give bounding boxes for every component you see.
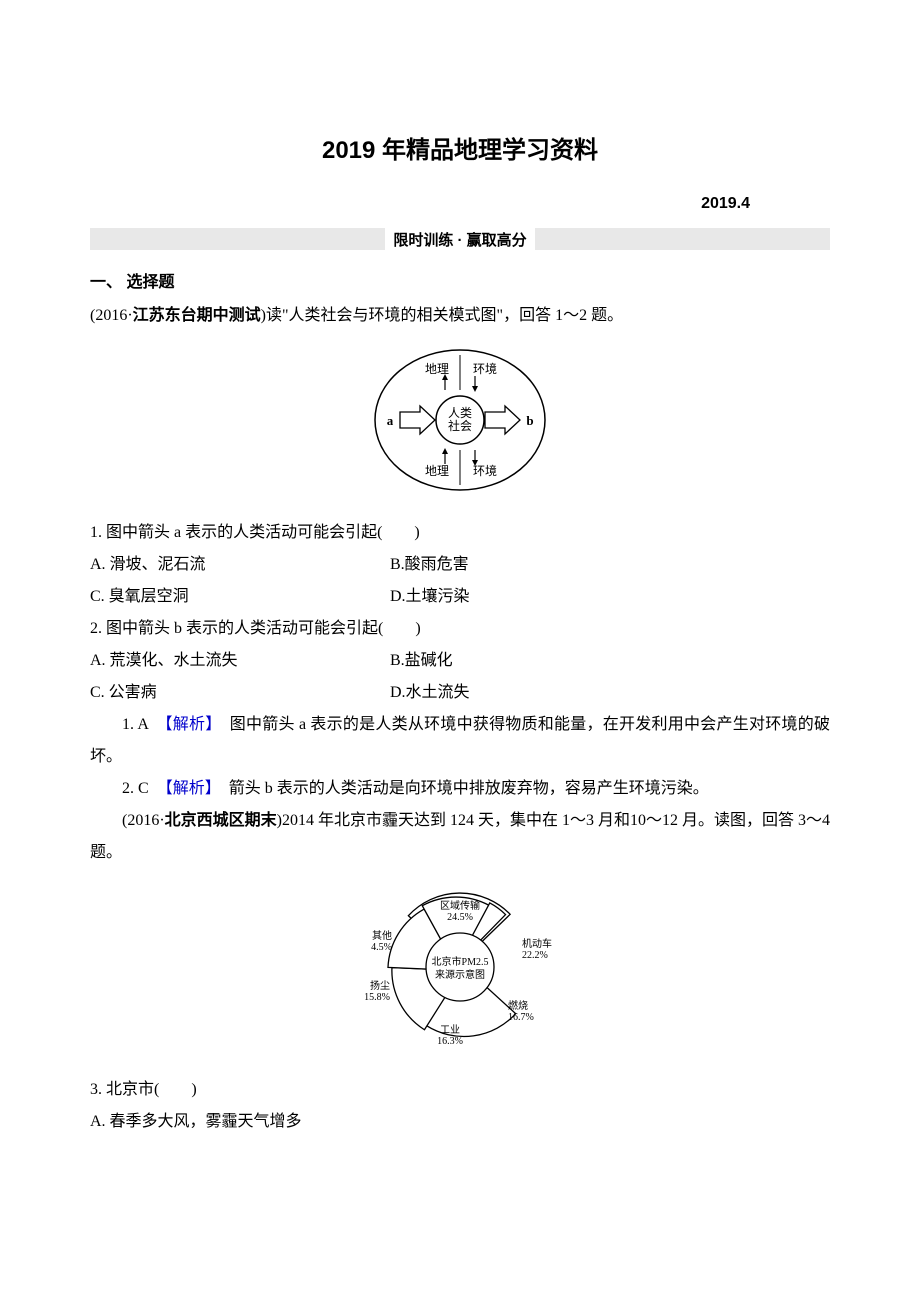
d1-bottom-right: 环境 — [473, 463, 497, 478]
q1-row1: A. 滑坡、泥石流 B.酸雨危害 — [90, 549, 830, 581]
d1-top-left: 地理 — [425, 362, 449, 376]
ans1-num: 1. A — [122, 716, 165, 733]
diagram-2: 北京市PM2.5 来源示意图 区域传输 24.5% 机动车 22.2% 燃烧 1… — [90, 877, 830, 1062]
q1-stem: 1. 图中箭头 a 表示的人类活动可能会引起( ) — [90, 517, 830, 549]
ans2-text: 箭头 b 表示的人类活动是向环境中排放废弃物，容易产生环境污染。 — [213, 780, 709, 797]
q1-optA: A. 滑坡、泥石流 — [90, 549, 390, 581]
human-environment-diagram: 人类 社会 a b 地理 环境 地理 环境 — [345, 340, 575, 500]
center-text2: 社会 — [448, 418, 472, 433]
label-b: b — [526, 413, 533, 428]
q3-stem: 3. 北京市( ) — [90, 1074, 830, 1106]
answer-2: 2. C 【解析】 箭头 b 表示的人类活动是向环境中排放废弃物，容易产生环境污… — [90, 773, 830, 805]
intro1-suffix: )读"人类社会与环境的相关模式图"，回答 1～2 题。 — [261, 307, 623, 324]
d2-s5-l: 其他 — [372, 929, 392, 942]
d2-s4-l: 扬尘 — [370, 979, 390, 992]
q1-optC: C. 臭氧层空洞 — [90, 581, 390, 613]
q1-row2: C. 臭氧层空洞 D.土壤污染 — [90, 581, 830, 613]
diagram-1: 人类 社会 a b 地理 环境 地理 环境 — [90, 340, 830, 505]
intro2-bold: 北京西城区期末 — [165, 812, 277, 829]
answer-1: 1. A 【解析】 图中箭头 a 表示的是人类从环境中获得物质和能量，在开发利用… — [90, 709, 830, 773]
q2-optA: A. 荒漠化、水土流失 — [90, 645, 390, 677]
q2-optC: C. 公害病 — [90, 677, 390, 709]
q2-optB: B.盐碱化 — [390, 645, 830, 677]
d2-center2: 来源示意图 — [435, 968, 485, 981]
q1-optD: D.土壤污染 — [390, 581, 830, 613]
q2-row2: C. 公害病 D.水土流失 — [90, 677, 830, 709]
intro1-bold: 江苏东台期中测试 — [133, 307, 261, 324]
d2-s4-v: 15.8% — [364, 992, 390, 1003]
q1-optB: B.酸雨危害 — [390, 549, 830, 581]
q2-stem: 2. 图中箭头 b 表示的人类活动可能会引起( ) — [90, 613, 830, 645]
d2-center1: 北京市PM2.5 — [432, 955, 489, 968]
d1-top-right: 环境 — [473, 361, 497, 376]
q2-optD: D.水土流失 — [390, 677, 830, 709]
intro2-prefix: (2016· — [122, 812, 165, 829]
q3-optA: A. 春季多大风，雾霾天气增多 — [90, 1106, 830, 1138]
banner-label: 限时训练 · 赢取高分 — [385, 229, 534, 250]
d2-s3-l: 工业 — [440, 1024, 460, 1036]
d2-s3-v: 16.3% — [437, 1036, 463, 1047]
intro1-prefix: (2016· — [90, 307, 133, 324]
d1-bottom-left: 地理 — [425, 464, 449, 478]
banner-grey-right — [535, 228, 830, 250]
d2-s5-v: 4.5% — [371, 942, 392, 953]
label-a: a — [387, 413, 394, 428]
date-line: 2019.4 — [90, 195, 830, 213]
ans2-num: 2. C — [122, 780, 165, 797]
pm25-pie-diagram: 北京市PM2.5 来源示意图 区域传输 24.5% 机动车 22.2% 燃烧 1… — [330, 877, 590, 1057]
center-text1: 人类 — [448, 406, 472, 420]
d2-s0-v: 24.5% — [447, 912, 473, 923]
main-title: 2019 年精品地理学习资料 — [90, 130, 830, 165]
d2-s1-v: 22.2% — [522, 950, 548, 961]
d2-s0-l: 区域传输 — [440, 899, 480, 912]
d2-s2-l: 燃烧 — [508, 999, 528, 1012]
d2-s2-v: 16.7% — [508, 1012, 534, 1023]
banner-grey-left — [90, 228, 385, 250]
ans2-label: 【解析】 — [165, 780, 213, 797]
d2-s1-l: 机动车 — [522, 937, 552, 950]
document-page: 2019 年精品地理学习资料 2019.4 限时训练 · 赢取高分 一、 选择题… — [0, 0, 920, 1302]
intro-2: (2016·北京西城区期末)2014 年北京市霾天达到 124 天，集中在 1～… — [90, 805, 830, 869]
ans1-label: 【解析】 — [165, 716, 214, 733]
q2-row1: A. 荒漠化、水土流失 B.盐碱化 — [90, 645, 830, 677]
banner-row: 限时训练 · 赢取高分 — [90, 228, 830, 250]
intro-1: (2016·江苏东台期中测试)读"人类社会与环境的相关模式图"，回答 1～2 题… — [90, 300, 830, 332]
section-title: 一、 选择题 — [90, 268, 830, 292]
